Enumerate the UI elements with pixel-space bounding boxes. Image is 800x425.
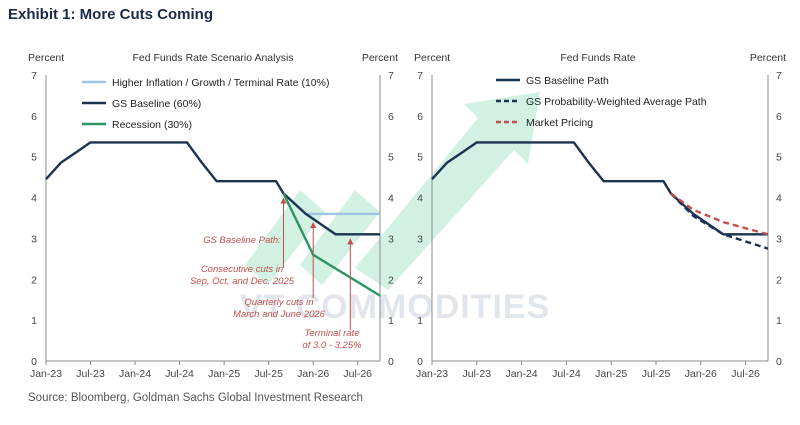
y-tick-label-right: 1: [776, 315, 782, 327]
y-tick-label-right: 3: [388, 233, 394, 245]
right-chart-fed-funds-rate: 0 0 1 1 2 2 3 3 4 4 5 5 6 6 7 7 Jan-23 Jul-23 Jan-24 Jul-24…: [414, 52, 786, 380]
x-tick-label: Jan-25: [208, 368, 240, 380]
y-tick-label-right: 7: [388, 70, 394, 82]
watermark: VT COMMODITIES: [240, 92, 551, 326]
y-tick-label-right: 5: [776, 152, 782, 164]
x-tick-label: Jan-23: [30, 368, 62, 380]
x-tick-label: Jul-24: [552, 368, 581, 380]
annotation-arrowhead: [280, 197, 287, 204]
annotation-label: Consecutive cuts in Sep, Oct, and Dec. 20…: [190, 264, 295, 287]
x-tick-label: Jul-25: [642, 368, 671, 380]
annotation-label: Terminal rate of 3.0 - 3.25%: [302, 328, 362, 351]
y-tick-label-right: 3: [776, 233, 782, 245]
y-axis-title-left: Percent: [28, 52, 64, 64]
source-note: Source: Bloomberg, Goldman Sachs Global …: [28, 392, 363, 404]
legend-label-recession: Recession (30%): [112, 119, 192, 131]
x-tick-label: Jan-25: [595, 368, 627, 380]
annotation-arrowhead: [310, 222, 317, 228]
series-line-prob_weighted: [670, 192, 769, 250]
y-tick-label-left: 0: [31, 356, 37, 368]
x-tick-label: Jan-26: [297, 368, 329, 380]
exhibit-title: Exhibit 1: More Cuts Coming: [8, 6, 214, 23]
series-line-market: [670, 192, 769, 236]
x-tick-label: Jan-23: [416, 368, 448, 380]
y-tick-label-right: 6: [776, 111, 782, 123]
chart-title: Fed Funds Rate Scenario Analysis: [132, 52, 293, 64]
x-tick-label: Jul-26: [343, 368, 372, 380]
legend-label-higher: Higher Inflation / Growth / Terminal Rat…: [112, 77, 329, 89]
y-axis-title-right: Percent: [362, 52, 398, 64]
chart-title: Fed Funds Rate: [560, 52, 635, 64]
y-tick-label-left: 4: [417, 193, 423, 205]
y-tick-label-left: 2: [31, 274, 37, 286]
x-tick-label: Jul-25: [254, 368, 283, 380]
watermark-text: VT COMMODITIES: [240, 288, 551, 326]
y-tick-label-left: 6: [417, 111, 423, 123]
series-line-baseline: [45, 141, 380, 236]
legend-label-prob_weighted: GS Probability-Weighted Average Path: [526, 96, 707, 108]
y-tick-label-right: 4: [388, 193, 394, 205]
y-tick-label-right: 7: [776, 70, 782, 82]
legend-label-baseline: GS Baseline (60%): [112, 98, 201, 110]
legend-label-market: Market Pricing: [526, 117, 593, 129]
y-tick-label-left: 1: [417, 315, 423, 327]
y-tick-label-right: 0: [388, 356, 394, 368]
annotation-label: Quarterly cuts in March and June 2026: [233, 297, 326, 320]
y-axis-title-left: Percent: [414, 52, 450, 64]
y-tick-label-left: 1: [31, 315, 37, 327]
x-tick-label: Jan-24: [119, 368, 151, 380]
y-tick-label-right: 0: [776, 356, 782, 368]
y-tick-label-left: 3: [31, 233, 37, 245]
y-tick-label-left: 6: [31, 111, 37, 123]
y-tick-label-left: 5: [31, 152, 37, 164]
y-tick-label-right: 4: [776, 193, 782, 205]
y-tick-label-left: 5: [417, 152, 423, 164]
legend-label-baseline: GS Baseline Path: [526, 75, 609, 87]
y-tick-label-left: 7: [417, 70, 423, 82]
y-tick-label-right: 5: [388, 152, 394, 164]
y-tick-label-right: 1: [388, 315, 394, 327]
annotation-label: GS Baseline Path:: [203, 235, 281, 246]
y-tick-label-left: 7: [31, 70, 37, 82]
y-tick-label-right: 6: [388, 111, 394, 123]
x-tick-label: Jan-26: [685, 368, 717, 380]
y-tick-label-left: 2: [417, 274, 423, 286]
y-tick-label-right: 2: [388, 274, 394, 286]
x-tick-label: Jul-23: [76, 368, 105, 380]
y-axis-title-right: Percent: [750, 52, 786, 64]
x-tick-label: Jul-23: [462, 368, 491, 380]
x-tick-label: Jan-24: [506, 368, 538, 380]
left-chart-scenario-analysis: 0 0 1 1 2 2 3 3 4 4 5 5 6 6 7 7 Jan-23 Jul-23 Jan-24 Jul-24…: [28, 52, 398, 380]
y-tick-label-left: 3: [417, 233, 423, 245]
y-tick-label-right: 2: [776, 274, 782, 286]
x-tick-label: Jul-24: [165, 368, 194, 380]
series-line-baseline: [431, 141, 768, 236]
x-tick-label: Jul-26: [731, 368, 760, 380]
y-tick-label-left: 4: [31, 193, 37, 205]
annotation-arrowhead: [347, 238, 354, 245]
y-tick-label-left: 0: [417, 356, 423, 368]
